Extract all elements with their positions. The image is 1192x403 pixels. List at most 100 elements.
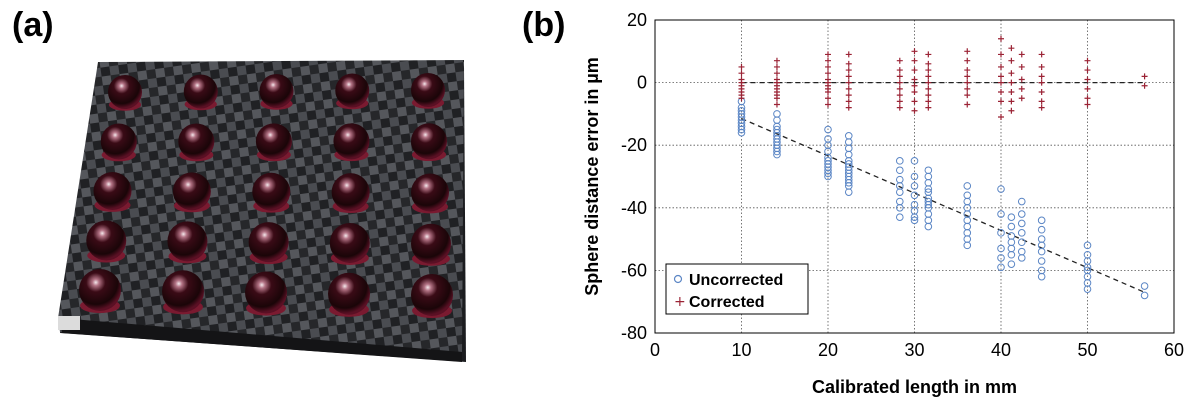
point-corrected [1008,107,1015,114]
point-uncorrected [1140,282,1149,290]
legend-corrected-marker: + [674,294,686,310]
point-uncorrected [924,178,933,187]
point-corrected [964,85,971,92]
point-uncorrected [924,185,933,193]
point-uncorrected [1083,241,1092,250]
point-corrected [845,98,852,105]
point-corrected [925,98,932,105]
y-tick-label: 20 [627,10,647,30]
point-uncorrected [737,128,746,137]
point-corrected [998,79,1004,86]
point-corrected [911,48,918,55]
sphere [172,172,211,211]
point-uncorrected [844,144,853,153]
chart-legend: Uncorrected + Corrected [665,263,809,315]
point-corrected [911,67,918,74]
point-uncorrected [773,110,781,118]
point-corrected [773,70,780,77]
point-corrected [1038,73,1045,80]
series-uncorrected [737,97,1149,300]
point-corrected [738,70,745,77]
point-uncorrected [1017,219,1026,228]
trendlines [741,81,1145,293]
sphere [183,74,218,109]
x-tick-label: 50 [1077,340,1097,360]
point-corrected [845,104,852,111]
point-corrected [998,35,1004,42]
point-uncorrected [1017,197,1026,206]
point-corrected [998,51,1004,58]
x-axis-title: Calibrated length in mm [812,377,1017,397]
sphere [329,222,370,263]
point-corrected [925,60,932,67]
point-corrected [845,79,852,86]
point-uncorrected [737,125,746,134]
legend-uncorrected-label: Uncorrected [689,272,783,289]
point-corrected [1141,73,1148,80]
point-corrected [773,101,780,108]
point-uncorrected [773,116,781,124]
point-uncorrected [1083,263,1092,272]
point-uncorrected [963,235,972,243]
point-corrected [1018,76,1025,83]
point-corrected [964,48,971,55]
point-uncorrected [1037,216,1046,225]
sphere [100,123,137,160]
point-uncorrected [1017,229,1026,237]
point-uncorrected [895,197,904,206]
point-uncorrected [997,263,1005,272]
point-uncorrected [924,166,933,175]
point-corrected [1038,51,1045,58]
plot-frame [654,19,1175,334]
point-corrected [896,79,903,86]
point-uncorrected [824,169,832,178]
point-uncorrected [773,147,781,156]
point-uncorrected [824,125,832,134]
point-uncorrected [1007,232,1016,240]
point-uncorrected [910,172,919,181]
panel-a-label: (a) [12,6,54,44]
legend-uncorrected-marker [673,274,683,284]
point-corrected [825,57,831,64]
point-corrected [738,95,745,102]
point-corrected [925,104,932,111]
point-uncorrected [1017,238,1026,247]
point-corrected [964,57,971,64]
x-tick-label: 30 [904,340,924,360]
point-uncorrected [1083,285,1092,293]
point-corrected [998,98,1004,105]
point-corrected [925,51,932,58]
point-uncorrected [924,210,933,218]
point-corrected [1018,63,1025,70]
point-corrected [964,73,971,80]
point-corrected [911,82,918,89]
point-uncorrected [844,178,853,187]
point-uncorrected [895,166,904,175]
y-tick-label: 0 [637,73,647,93]
point-corrected [925,92,932,99]
x-tick-label: 10 [731,340,751,360]
point-uncorrected [924,200,933,209]
point-uncorrected [997,254,1005,262]
point-corrected [998,114,1004,121]
point-uncorrected [1037,257,1046,265]
point-corrected [1141,82,1148,89]
point-uncorrected [1017,254,1026,262]
legend-corrected-label: Corrected [689,294,765,311]
point-uncorrected [1007,260,1016,268]
sphere [255,123,292,160]
point-corrected [911,98,918,105]
sphere [335,73,370,108]
point-corrected [925,67,932,74]
y-tick-label: -60 [621,260,647,280]
sphere [162,270,204,313]
point-corrected [998,63,1004,70]
sphere [411,223,451,264]
point-uncorrected [1140,291,1149,300]
point-corrected [845,92,852,99]
point-uncorrected [824,172,832,181]
point-corrected [1008,45,1015,52]
point-corrected [896,57,903,64]
point-corrected [1008,98,1015,105]
